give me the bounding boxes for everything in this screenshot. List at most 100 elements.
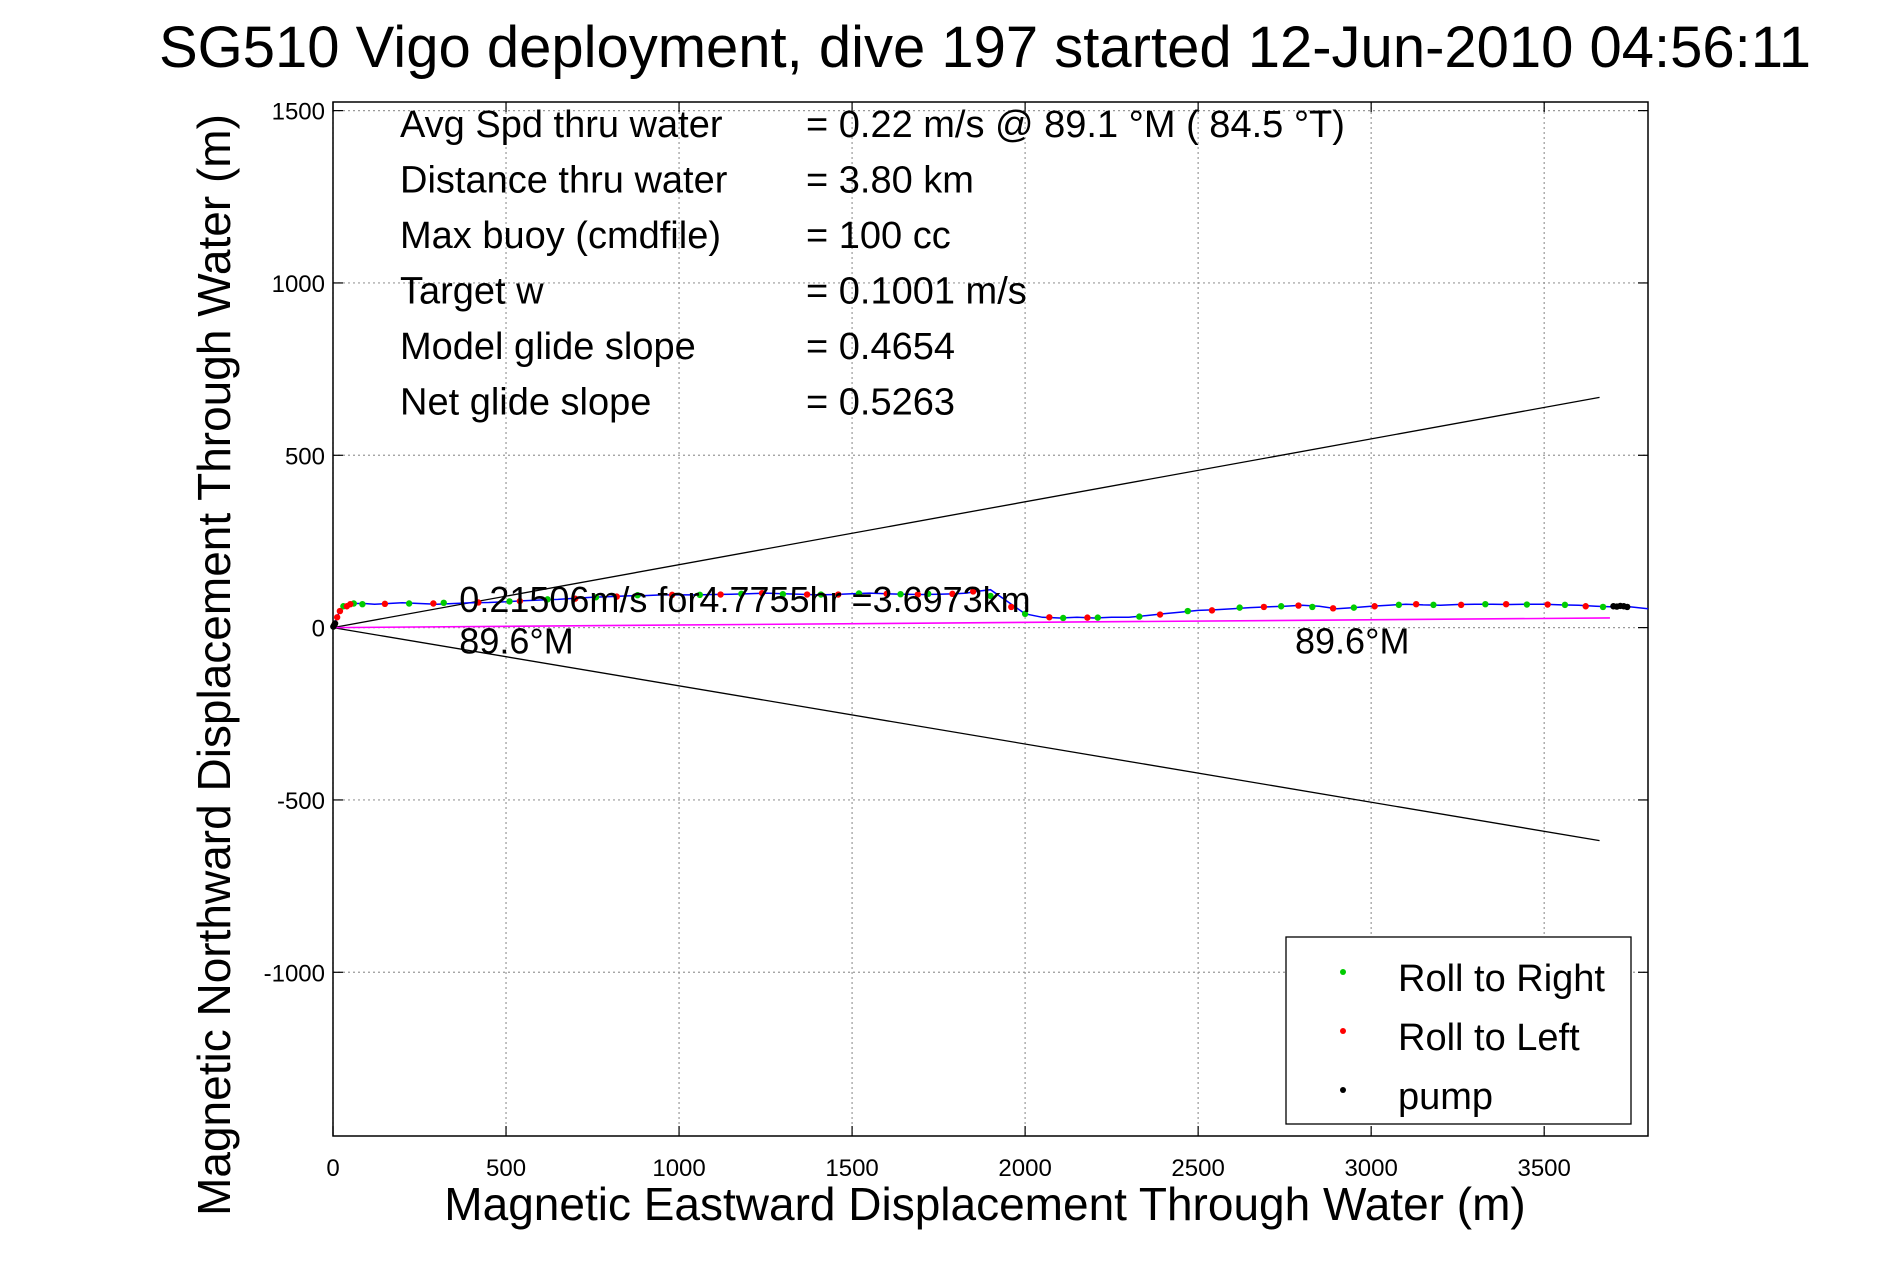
stats-block: Avg Spd thru water = 0.22 m/s @ 89.1 °M (… [400,104,1345,424]
heading-cone-line [332,396,1600,629]
stat-label: Net glide slope [400,382,651,424]
roll-left-point [1412,600,1420,608]
legend-label: pump [1398,1076,1493,1118]
stat-value: = 100 cc [806,215,951,257]
annotation-text: 89.6°M [1295,620,1409,661]
roll-left-point [336,607,344,615]
roll-right-point [1430,601,1437,609]
reference-lines [332,396,1610,842]
x-tick-label: 3000 [1344,1155,1397,1182]
roll-left-point [1156,611,1164,618]
roll-left-point [347,600,354,608]
legend-marker [1340,1087,1346,1093]
chart-title: SG510 Vigo deployment, dive 197 started … [159,15,1811,80]
roll-right-point [738,590,745,598]
roll-left-point [803,591,811,598]
dac-line [332,617,1610,629]
roll-right-point [1136,613,1143,620]
roll-left-point [1046,614,1053,621]
roll-left-point [1008,603,1015,611]
x-tick-label: 1000 [652,1155,705,1182]
roll-left-point [572,595,579,602]
roll-right-point [440,599,447,607]
pump-point [1624,603,1631,611]
roll-left-point [969,588,977,595]
roll-right-point [987,592,994,600]
stat-value: = 3.80 km [806,160,974,202]
roll-right-point [1523,601,1531,608]
plot-frame [332,101,1649,1137]
axis-ticks: 0 500 1000 1500 2000 2500 3000 3500 -1000 -500 0 50… [264,99,1648,1182]
roll-right-point [1236,604,1243,611]
annotation-text: 89.6°M [459,620,573,661]
y-tick-label: -1000 [264,960,325,987]
roll-right-point [1059,614,1067,622]
dive-track [332,588,1649,628]
y-axis-label: Magnetic Northward Displacement Through … [188,114,240,1216]
roll-left-point [758,589,766,597]
y-tick-label: 500 [285,443,325,470]
roll-left-point [1329,605,1337,612]
roll-left-point [381,600,389,608]
roll-left-point [1502,600,1510,608]
legend-marker [1340,1028,1346,1034]
y-tick-label: 0 [312,616,325,643]
roll-right-point [506,598,513,605]
roll-left-point [883,590,890,598]
y-tick-label: 1500 [272,99,325,126]
y-tick-label: 1000 [272,271,325,298]
legend: Roll to Right Roll to Left pump [1285,936,1632,1125]
legend-marker [1340,969,1346,975]
roll-left-point [1582,603,1589,610]
roll-right-point [897,590,904,598]
x-tick-label: 2000 [998,1155,1051,1182]
roll-right-point [696,591,704,599]
y-tick-label: -500 [277,788,325,815]
roll-right-point [1395,601,1403,609]
roll-left-point [1260,603,1268,611]
roll-left-point [668,591,676,599]
roll-left-point [613,593,620,600]
roll-right-point [1021,610,1029,618]
roll-right-point [925,590,932,598]
stat-label: Avg Spd thru water [400,104,723,146]
stat-label: Model glide slope [400,326,696,368]
roll-left-point [1371,603,1378,610]
roll-left-point [1084,614,1091,621]
x-tick-label: 0 [326,1155,339,1182]
roll-right-point [1277,603,1285,610]
roll-left-point [1208,607,1216,614]
x-tick-label: 500 [486,1155,526,1182]
roll-left-point [333,614,341,621]
roll-right-point [1561,601,1569,609]
roll-left-point [1457,601,1465,609]
roll-left-point [475,599,482,606]
roll-right-point [1309,603,1316,611]
x-axis-label: Magnetic Eastward Displacement Through W… [444,1178,1525,1230]
roll-right-point [817,591,825,598]
stat-label: Distance thru water [400,160,728,202]
roll-right-point [1350,604,1358,611]
roll-left-point [949,590,956,598]
stat-value: = 0.22 m/s @ 89.1 °M ( 84.5 °T) [806,104,1345,146]
x-tick-label: 2500 [1171,1155,1224,1182]
roll-left-point [717,591,724,598]
roll-left-point [914,591,922,598]
roll-left-point [1544,601,1551,608]
pump-point [331,620,339,627]
roll-left-point [835,591,842,598]
roll-right-point [359,600,366,608]
stat-value: = 0.4654 [806,326,955,368]
roll-right-point [634,592,641,599]
roll-right-point [1094,614,1101,621]
track-line [332,588,1649,628]
stat-label: Max buoy (cmdfile) [400,215,721,257]
stat-value: = 0.5263 [806,382,955,424]
roll-right-point [1599,603,1607,611]
roll-right-point [592,594,600,601]
annotation-text: 0.21506m/s for4.7755hr =3.6973km [459,579,1030,620]
stat-label: Target w [400,271,544,313]
roll-left-point [1295,602,1302,609]
